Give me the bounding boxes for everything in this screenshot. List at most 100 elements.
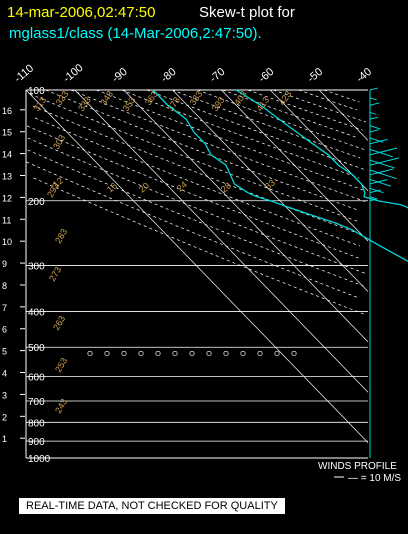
- sounding-series: [152, 89, 408, 262]
- moist-marker-8: [223, 350, 229, 357]
- height-tick-6: 6: [2, 325, 7, 335]
- height-tick-2: 2: [2, 412, 7, 422]
- pressure-tick-800: 800: [28, 418, 45, 429]
- moist-marker-4: [155, 350, 161, 357]
- theta-label-363: 363: [143, 89, 160, 107]
- quality-notice: REAL-TIME DATA, NOT CHECKED FOR QUALITY: [18, 497, 286, 515]
- wind-barb-200: [369, 198, 376, 202]
- theta-left-label-253: 253: [53, 356, 69, 374]
- dry-adiabat-403: [247, 89, 363, 131]
- isotherm-lines: [25, 89, 369, 443]
- height-tick-9: 9: [2, 259, 7, 269]
- wind-profile: [334, 87, 400, 478]
- theta-labels: 313 323 333 343 353 363 373 383 393 403 413 4233032…: [31, 89, 293, 415]
- wind-barb-105: [369, 97, 377, 101]
- isobar-lines: [26, 89, 368, 459]
- theta-label-393: 393: [210, 95, 227, 113]
- height-tick-10: 10: [2, 237, 12, 247]
- theta-label-343: 343: [98, 89, 115, 107]
- wind-barb-125: [369, 125, 381, 130]
- theta-label-323: 323: [54, 89, 71, 107]
- pressure-tick-500: 500: [28, 343, 45, 354]
- title-station: mglass1/class (14-Mar-2006,2:47:50).: [9, 25, 262, 42]
- winds-profile-label: WINDS PROFILE: [318, 461, 397, 472]
- axis-labels: 1002003004005006007008009001000123456789…: [2, 62, 374, 465]
- theta-label-373: 373: [165, 95, 182, 113]
- moist-marker-11: [274, 350, 280, 357]
- dry-adiabat-323: [45, 89, 358, 211]
- dry-adiabat-263: [27, 149, 364, 287]
- theta-left-label-263: 263: [51, 314, 67, 332]
- isotherm--90: [123, 89, 369, 343]
- pressure-tick-200: 200: [28, 197, 45, 208]
- temp-tick-top--70: -70: [208, 66, 228, 85]
- dry-adiabat-413: [273, 89, 367, 123]
- dry-adiabat-273: [27, 137, 368, 275]
- moist-marker-1: [104, 350, 110, 357]
- dry-adiabat-433: [323, 89, 360, 103]
- theta-left-label-243: 243: [53, 397, 69, 415]
- isotherm--100: [74, 89, 369, 393]
- height-tick-8: 8: [2, 281, 7, 291]
- theta-label-383: 383: [188, 89, 205, 107]
- moist-marker-10: [257, 350, 263, 357]
- dry-adiabat-253: [26, 161, 360, 299]
- moist-marker-6: [189, 350, 195, 357]
- dry-adiabat-333: [70, 89, 367, 203]
- mixing-label-28: 28: [219, 180, 233, 194]
- plot-frame: [25, 89, 368, 459]
- wind-barb-100: [369, 87, 378, 91]
- dry-adiabat-293: [34, 117, 360, 247]
- title-date: 14-mar-2006,02:47:50: [7, 4, 156, 21]
- dry-adiabat-313: [29, 93, 360, 223]
- temp-tick-top--60: -60: [256, 66, 276, 85]
- mixing-ratio-lines: [87, 350, 297, 357]
- dry-adiabat-423: [298, 89, 358, 111]
- moist-marker-5: [172, 350, 178, 357]
- moist-marker-2: [121, 350, 127, 357]
- dry-adiabat-303: [32, 105, 361, 235]
- height-tick-11: 11: [2, 215, 11, 225]
- pressure-tick-900: 900: [28, 437, 45, 448]
- height-tick-7: 7: [2, 303, 7, 313]
- height-tick-15: 15: [2, 128, 12, 138]
- wind-barb-165: [369, 169, 397, 180]
- height-tick-1: 1: [2, 434, 7, 444]
- pressure-tick-1000: 1000: [28, 454, 51, 465]
- wind-barb-110: [369, 102, 380, 106]
- pressure-tick-300: 300: [28, 262, 45, 273]
- temp-tick-top--90: -90: [110, 66, 130, 85]
- series-dewpoint: [152, 89, 408, 262]
- wind-barb-130: [369, 129, 379, 133]
- wind-barb-145: [369, 148, 393, 158]
- dry-adiabat-373: [172, 89, 361, 159]
- wind-barb-150: [369, 147, 398, 156]
- series-temperature: [235, 89, 408, 209]
- height-tick-12: 12: [2, 193, 12, 203]
- wind-barb-170: [369, 168, 394, 176]
- temp-tick-top--40: -40: [354, 66, 374, 85]
- isotherm--110: [25, 89, 369, 443]
- wind-barb-135: [369, 137, 384, 143]
- wind-barb-120: [369, 116, 378, 120]
- height-tick-14: 14: [2, 150, 12, 160]
- wind-barb-195: [369, 196, 378, 200]
- height-tick-3: 3: [2, 390, 7, 400]
- title-skewt: Skew-t plot for: [199, 4, 295, 21]
- theta-left-label-273: 273: [47, 265, 63, 283]
- wind-barb-160: [369, 157, 400, 166]
- dry-adiabat-343: [96, 89, 364, 191]
- wind-barb-155: [369, 159, 395, 169]
- dry-adiabat-283: [26, 125, 359, 259]
- mixing-label-16: 16: [105, 180, 119, 194]
- dry-adiabat-363: [146, 89, 366, 171]
- moist-marker-12: [291, 350, 297, 357]
- mixing-label-24: 24: [175, 179, 189, 193]
- wind-barb-140: [369, 138, 388, 145]
- theta-left-label-283: 283: [53, 227, 69, 245]
- height-tick-5: 5: [2, 347, 7, 357]
- moist-marker-0: [87, 350, 93, 357]
- dry-adiabat-243: [33, 177, 364, 315]
- dry-adiabat-lines: [26, 89, 368, 315]
- temp-tick-top--110: -110: [12, 62, 36, 85]
